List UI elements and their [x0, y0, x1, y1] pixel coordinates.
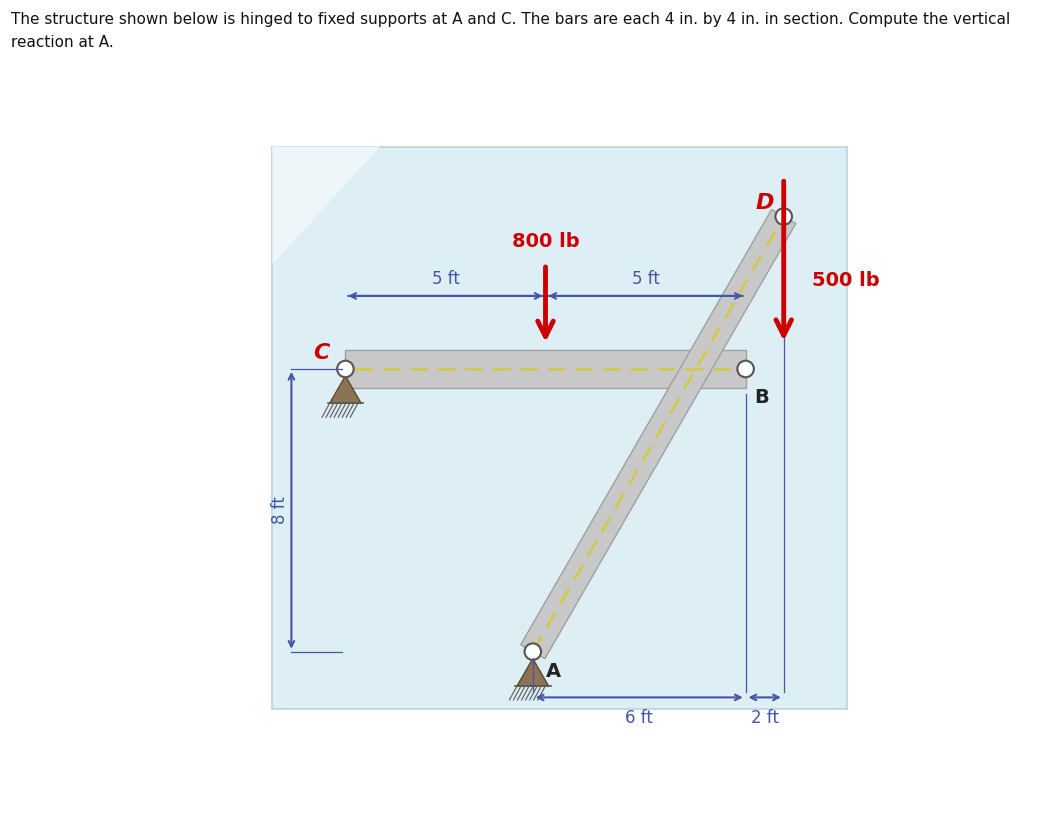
Text: D: D [755, 192, 774, 213]
Polygon shape [272, 147, 381, 264]
Text: reaction at A.: reaction at A. [11, 35, 114, 50]
Text: 2 ft: 2 ft [751, 709, 778, 727]
Circle shape [775, 208, 792, 224]
Polygon shape [521, 210, 795, 658]
Text: 500 lb: 500 lb [812, 271, 879, 290]
Text: 5 ft: 5 ft [631, 270, 660, 288]
Text: 8 ft: 8 ft [271, 497, 289, 524]
Text: 800 lb: 800 lb [511, 233, 580, 252]
Text: The structure shown below is hinged to fixed supports at A and C. The bars are e: The structure shown below is hinged to f… [11, 12, 1010, 27]
Text: A: A [546, 662, 561, 681]
Bar [272, 147, 847, 709]
Circle shape [525, 644, 541, 660]
Polygon shape [345, 350, 746, 388]
Polygon shape [329, 376, 361, 403]
Circle shape [737, 361, 754, 377]
Text: 6 ft: 6 ft [625, 709, 653, 727]
Circle shape [337, 361, 353, 377]
Polygon shape [518, 658, 548, 686]
Text: B: B [754, 388, 769, 407]
Text: C: C [313, 343, 329, 363]
Text: 5 ft: 5 ft [431, 270, 460, 288]
